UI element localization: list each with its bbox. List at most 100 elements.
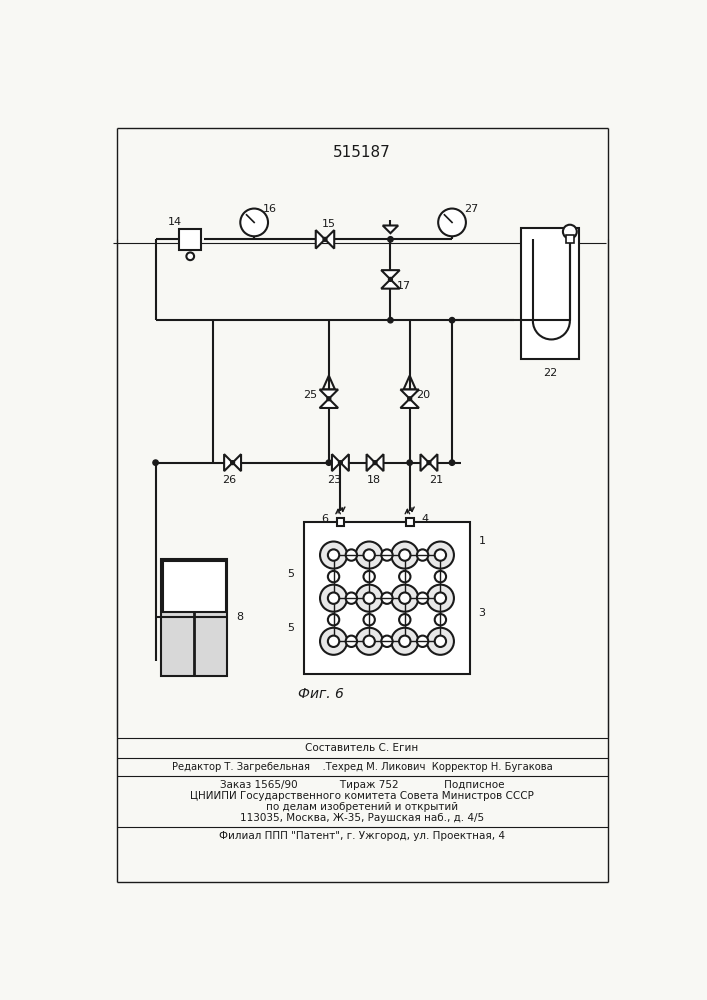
- Circle shape: [450, 318, 455, 323]
- Text: 25: 25: [303, 390, 317, 400]
- Circle shape: [363, 571, 375, 582]
- Polygon shape: [320, 389, 338, 399]
- Text: 26: 26: [222, 475, 236, 485]
- Text: 16: 16: [262, 204, 276, 214]
- Polygon shape: [233, 454, 241, 471]
- Text: 5: 5: [287, 623, 294, 633]
- Polygon shape: [224, 454, 233, 471]
- Circle shape: [427, 542, 454, 569]
- Bar: [406, 518, 414, 526]
- Circle shape: [339, 461, 342, 465]
- Circle shape: [230, 461, 235, 465]
- Text: Заказ 1565/90             Тираж 752              Подписное: Заказ 1565/90 Тираж 752 Подписное: [220, 780, 504, 790]
- Circle shape: [346, 592, 357, 604]
- Text: 515187: 515187: [333, 145, 391, 160]
- Circle shape: [417, 549, 428, 561]
- Bar: [304, 522, 469, 674]
- Circle shape: [328, 571, 339, 582]
- Text: Фиг. 6: Фиг. 6: [298, 687, 344, 701]
- Circle shape: [153, 460, 158, 465]
- Circle shape: [328, 636, 339, 647]
- Polygon shape: [381, 270, 399, 279]
- Circle shape: [417, 592, 428, 604]
- Circle shape: [389, 277, 392, 281]
- Text: 4: 4: [421, 514, 428, 524]
- Text: ЦНИИПИ Государственного комитета Совета Министров СССР: ЦНИИПИ Государственного комитета Совета …: [190, 791, 534, 801]
- Polygon shape: [325, 230, 334, 249]
- Circle shape: [323, 237, 327, 241]
- Polygon shape: [400, 389, 419, 399]
- Circle shape: [326, 460, 332, 465]
- Circle shape: [435, 592, 446, 604]
- Text: 113035, Москва, Ж-35, Раушская наб., д. 4/5: 113035, Москва, Ж-35, Раушская наб., д. …: [240, 813, 484, 823]
- Circle shape: [328, 549, 339, 561]
- Circle shape: [399, 614, 411, 625]
- Circle shape: [320, 542, 347, 569]
- Text: 20: 20: [416, 390, 431, 400]
- Circle shape: [399, 636, 411, 647]
- Text: Филиал ППП "Патент", г. Ужгород, ул. Проектная, 4: Филиал ППП "Патент", г. Ужгород, ул. Про…: [219, 831, 505, 841]
- Circle shape: [391, 628, 419, 655]
- Polygon shape: [320, 399, 338, 408]
- Circle shape: [381, 592, 392, 604]
- Circle shape: [427, 628, 454, 655]
- Circle shape: [438, 209, 466, 236]
- Circle shape: [328, 592, 339, 604]
- Bar: [337, 518, 344, 526]
- Circle shape: [391, 542, 419, 569]
- Text: 1: 1: [479, 536, 486, 546]
- Circle shape: [363, 614, 375, 625]
- Bar: [161, 559, 227, 676]
- Circle shape: [399, 592, 411, 604]
- Circle shape: [363, 549, 375, 561]
- Text: 21: 21: [430, 475, 444, 485]
- Polygon shape: [340, 454, 349, 471]
- Text: 8: 8: [236, 612, 243, 622]
- Circle shape: [187, 252, 194, 260]
- Circle shape: [563, 225, 577, 239]
- Polygon shape: [382, 225, 398, 233]
- Polygon shape: [381, 279, 399, 289]
- Circle shape: [363, 636, 375, 647]
- Polygon shape: [366, 454, 375, 471]
- Text: Редактор Т. Загребельная    .Техред М. Ликович  Корректор Н. Бугакова: Редактор Т. Загребельная .Техред М. Лико…: [172, 762, 552, 772]
- Polygon shape: [400, 399, 419, 408]
- Circle shape: [356, 542, 382, 569]
- Polygon shape: [421, 454, 429, 471]
- Circle shape: [381, 636, 392, 647]
- Polygon shape: [332, 454, 340, 471]
- Bar: [521, 228, 579, 359]
- Text: по делам изобретений и открытий: по делам изобретений и открытий: [266, 802, 458, 812]
- Circle shape: [427, 461, 431, 465]
- Circle shape: [363, 592, 375, 604]
- Text: 18: 18: [366, 475, 380, 485]
- Circle shape: [399, 571, 411, 582]
- Circle shape: [240, 209, 268, 236]
- Text: 23: 23: [327, 475, 341, 485]
- Circle shape: [408, 397, 411, 401]
- Circle shape: [435, 614, 446, 625]
- Text: 3: 3: [479, 608, 486, 618]
- Circle shape: [387, 318, 393, 323]
- Text: 14: 14: [168, 217, 182, 227]
- Text: Составитель С. Егин: Составитель С. Егин: [305, 743, 419, 753]
- Bar: [163, 561, 226, 612]
- Circle shape: [320, 628, 347, 655]
- Bar: [566, 235, 573, 243]
- Polygon shape: [316, 230, 325, 249]
- Circle shape: [450, 460, 455, 465]
- Circle shape: [381, 549, 392, 561]
- Text: 27: 27: [464, 204, 479, 214]
- Circle shape: [435, 636, 446, 647]
- Bar: [180, 229, 201, 250]
- Circle shape: [435, 549, 446, 561]
- Text: 6: 6: [322, 514, 329, 524]
- Circle shape: [387, 237, 393, 242]
- Text: 22: 22: [543, 368, 557, 378]
- Polygon shape: [375, 454, 383, 471]
- Circle shape: [417, 636, 428, 647]
- Circle shape: [327, 397, 331, 401]
- Circle shape: [356, 628, 382, 655]
- Text: 5: 5: [287, 569, 294, 579]
- Circle shape: [356, 585, 382, 612]
